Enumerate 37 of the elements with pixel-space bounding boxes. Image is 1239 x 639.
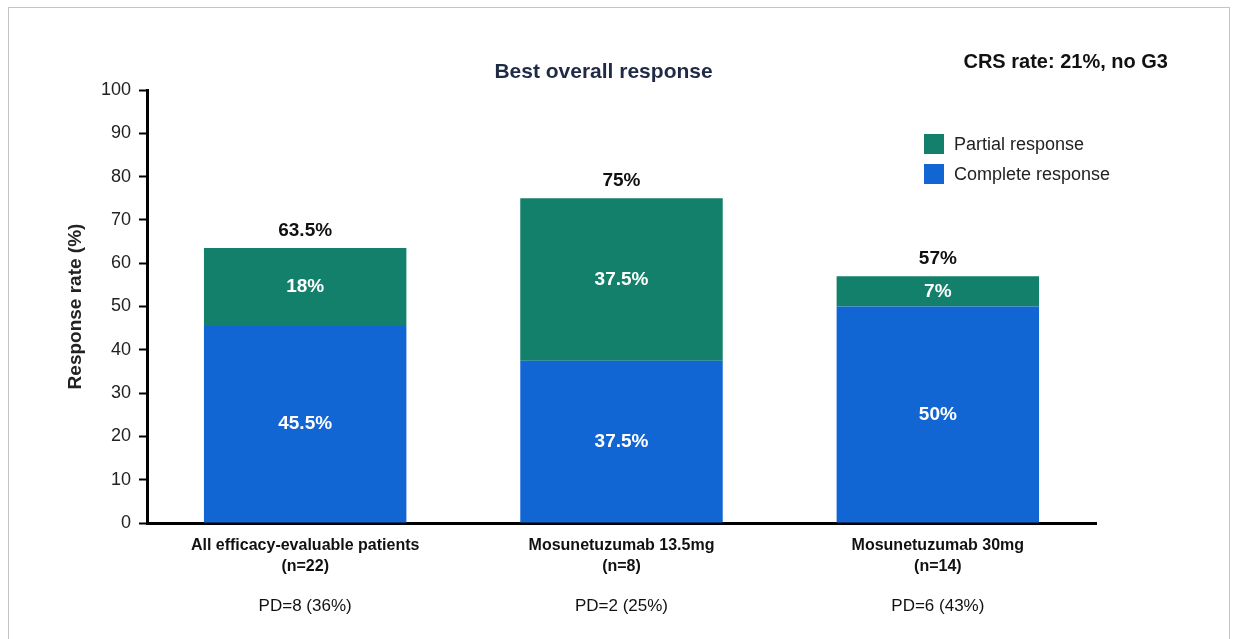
- legend-label: Partial response: [954, 133, 1085, 155]
- y-axis-title: Response rate (%): [63, 223, 85, 390]
- y-tick-label: 80: [110, 165, 131, 186]
- bar: [520, 360, 723, 523]
- bar: [836, 276, 1040, 307]
- y-tick-label: 100: [100, 78, 131, 99]
- data-label: 18%: [286, 275, 325, 297]
- total-label: 63.5%: [278, 218, 333, 240]
- data-label: 45.5%: [278, 412, 333, 434]
- y-tick-label: 20: [110, 425, 131, 446]
- total-label: 57%: [918, 246, 957, 268]
- y-tick-label: 90: [110, 122, 131, 143]
- text: PD=2 (25%): [574, 596, 669, 616]
- text: PD=8 (36%): [258, 596, 352, 616]
- x-tick-label: Mosunetuzumab 13.5mg (n=8): [528, 535, 715, 574]
- bar: [203, 248, 407, 326]
- legend-label: Complete response: [954, 163, 1111, 185]
- y-tick-label: 30: [110, 382, 131, 403]
- y-tick-label: 50: [110, 295, 131, 316]
- bar: [520, 198, 723, 361]
- x-tick-label: Mosunetuzumab 30mg (n=14): [851, 535, 1025, 574]
- text: PD=6 (43%): [891, 596, 985, 616]
- bar: [836, 306, 1040, 523]
- bar: [203, 325, 407, 523]
- data-label: 37.5%: [594, 429, 649, 451]
- data-label: 7%: [924, 279, 952, 301]
- data-label: 37.5%: [594, 267, 649, 289]
- y-tick-label: 40: [110, 338, 131, 359]
- data-label: 50%: [918, 402, 957, 424]
- x-tick-label: All efficacy-evaluable patients (n=22): [190, 535, 420, 574]
- y-tick-label: 0: [120, 511, 131, 532]
- text: CRS rate: 21%, no G3: [963, 50, 1168, 73]
- y-tick-label: 10: [110, 468, 131, 489]
- y-tick-label: 60: [110, 252, 131, 273]
- y-tick-label: 70: [110, 208, 131, 229]
- total-label: 75%: [602, 168, 641, 190]
- chart-title: Best overall response: [494, 58, 713, 82]
